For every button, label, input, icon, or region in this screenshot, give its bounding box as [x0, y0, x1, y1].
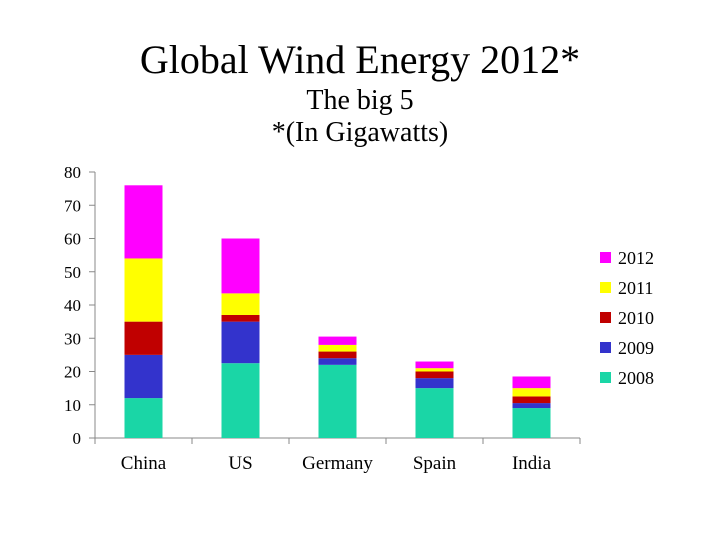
bar-segment-us-2010 — [221, 314, 260, 322]
legend-swatch-2011 — [600, 282, 611, 293]
bar-segment-us-2012 — [221, 238, 260, 294]
bar-segment-china-2008 — [124, 398, 163, 438]
y-tick-label: 70 — [64, 196, 81, 215]
bar-segment-us-2008 — [221, 363, 260, 438]
bar-segment-china-2010 — [124, 321, 163, 355]
bars — [124, 185, 551, 438]
x-tick-label: Germany — [302, 453, 373, 474]
x-tick-label: Spain — [413, 453, 457, 474]
bar-segment-germany-2012 — [318, 336, 357, 345]
bar-segment-india-2010 — [512, 396, 551, 404]
x-tick-label: India — [512, 453, 552, 474]
y-tick-label: 30 — [64, 329, 81, 348]
bar-segment-germany-2009 — [318, 358, 357, 365]
chart-subtitle: The big 5 — [306, 85, 414, 116]
bar-segment-china-2011 — [124, 258, 163, 322]
bar-segment-india-2011 — [512, 388, 551, 397]
bar-segment-spain-2008 — [415, 388, 454, 438]
legend-swatch-2010 — [600, 312, 611, 323]
y-tick-label: 20 — [64, 363, 81, 382]
bar-segment-us-2009 — [221, 321, 260, 364]
bar-segment-china-2012 — [124, 185, 163, 259]
legend-label-2009: 2009 — [618, 338, 654, 358]
bar-segment-spain-2010 — [415, 371, 454, 379]
bar-segment-spain-2009 — [415, 378, 454, 389]
bar-segment-germany-2010 — [318, 351, 357, 359]
y-tick-label: 80 — [64, 163, 81, 182]
x-axis: China US Germany Spain India — [94, 437, 581, 474]
bar-segment-us-2011 — [221, 293, 260, 315]
legend-label-2010: 2010 — [618, 308, 654, 328]
bar-segment-china-2009 — [124, 354, 163, 399]
chart-title: Global Wind Energy 2012* — [139, 37, 581, 82]
bar-segment-spain-2012 — [415, 361, 454, 369]
y-tick-label: 40 — [64, 296, 81, 315]
bar-segment-india-2009 — [512, 403, 551, 409]
legend-swatch-2012 — [600, 252, 611, 263]
legend-label-2012: 2012 — [618, 248, 654, 268]
chart-units-note: *(In Gigawatts) — [271, 117, 449, 148]
bar-segment-spain-2011 — [415, 368, 454, 372]
legend-swatch-2009 — [600, 342, 611, 353]
x-tick-label: China — [121, 453, 167, 474]
bar-segment-germany-2008 — [318, 364, 357, 438]
legend-label-2008: 2008 — [618, 368, 654, 388]
legend-swatch-2008 — [600, 372, 611, 383]
legend: 2012 2011 2010 2009 2008 — [600, 248, 654, 388]
y-tick-label: 50 — [64, 263, 81, 282]
bar-segment-germany-2011 — [318, 344, 357, 352]
y-axis: 0 10 20 30 40 50 60 70 80 — [64, 163, 96, 448]
x-tick-label: US — [228, 453, 252, 474]
bar-segment-india-2012 — [512, 376, 551, 389]
y-tick-label: 10 — [64, 396, 81, 415]
bar-segment-india-2008 — [512, 408, 551, 438]
legend-label-2011: 2011 — [618, 278, 653, 298]
y-tick-label: 60 — [64, 230, 81, 249]
y-tick-label: 0 — [73, 429, 82, 448]
